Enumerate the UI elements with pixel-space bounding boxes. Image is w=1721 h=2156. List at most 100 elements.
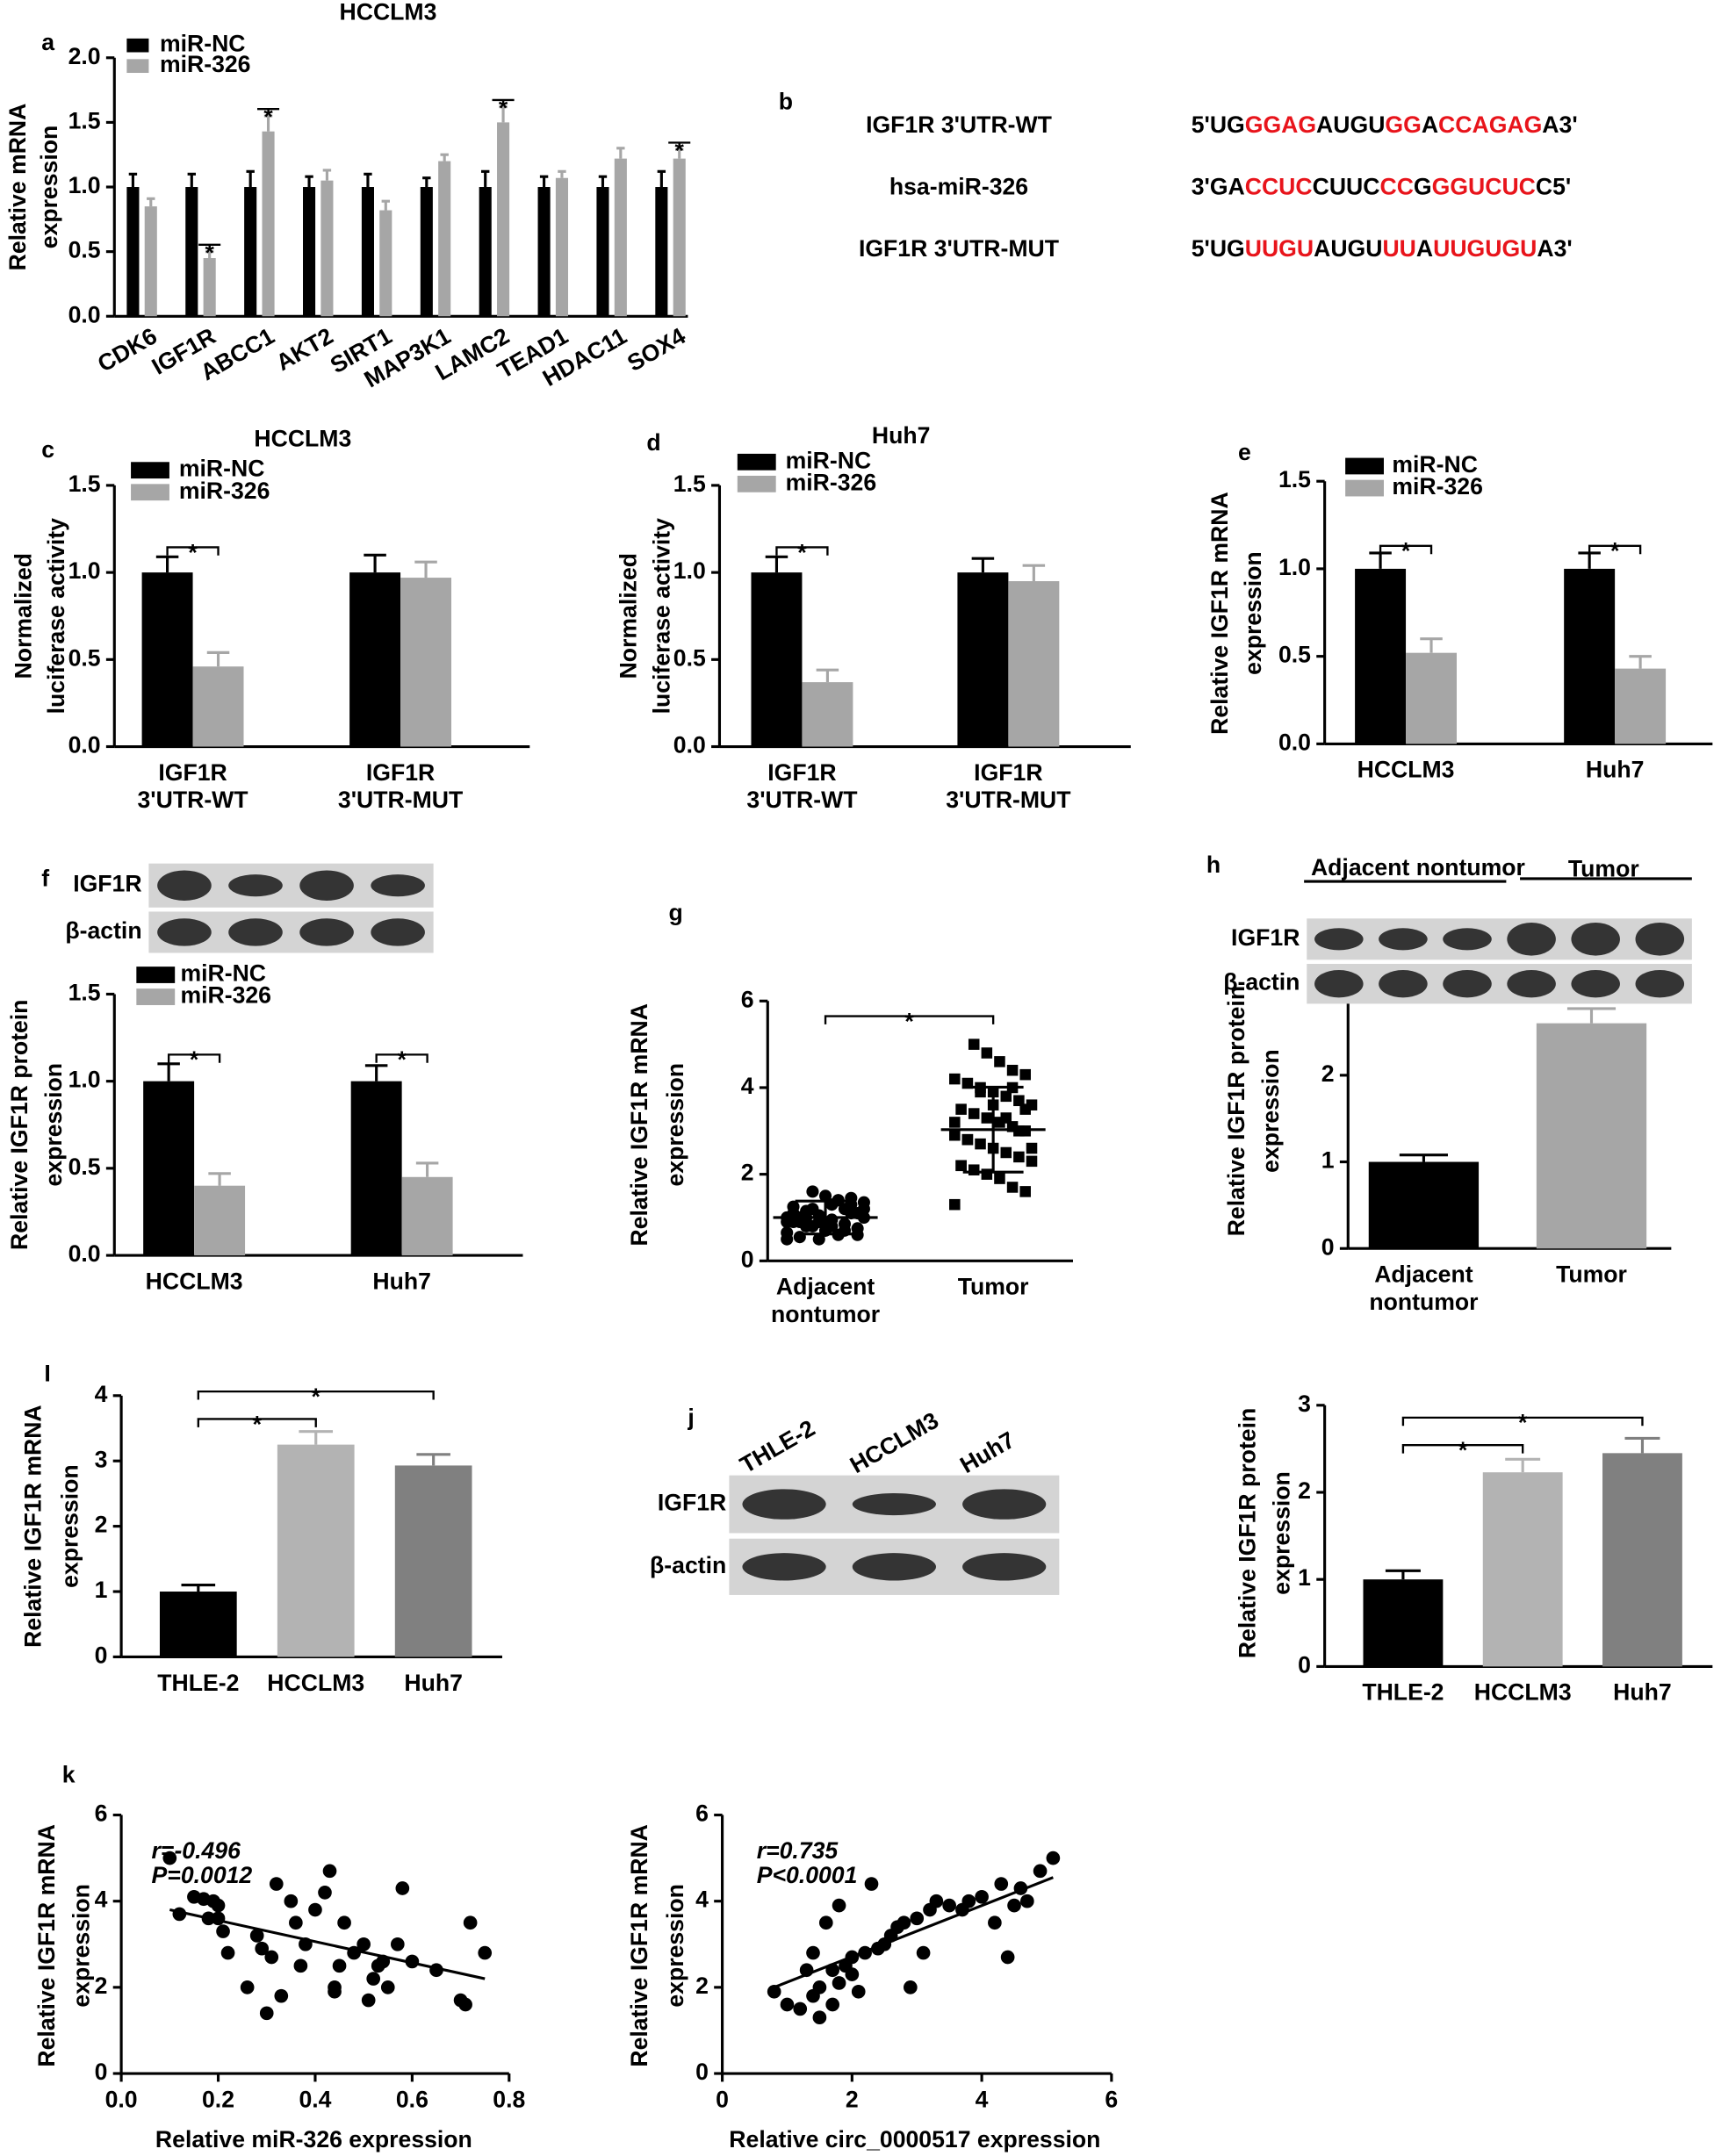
data-point: [249, 1929, 264, 1943]
y-axis-label: luciferase activity: [43, 518, 69, 715]
y-axis-label: Relative IGF1R mRNA: [626, 1003, 652, 1247]
bar: [802, 682, 853, 747]
data-point: [851, 1984, 866, 1999]
y-tick-label: 0: [1298, 1651, 1311, 1678]
blot-lane-label: Huh7: [955, 1427, 1019, 1478]
data-point: [366, 1972, 381, 1986]
data-point: [1007, 1898, 1021, 1913]
bar: [655, 187, 668, 317]
panel-letter: I: [44, 1360, 50, 1386]
bar: [596, 187, 609, 317]
x-tick-label: Huh7: [1613, 1679, 1672, 1706]
error-bar: [539, 175, 549, 188]
data-point: [318, 1886, 332, 1900]
error-bar: [128, 172, 138, 188]
significance-star: *: [397, 1046, 407, 1073]
legend-label: miR-NC: [179, 456, 265, 482]
error-bar: [675, 147, 684, 159]
data-point: [274, 1988, 289, 2003]
legend-swatch: [1345, 479, 1384, 497]
data-point: [897, 1915, 911, 1930]
sequence-segment: 5'UG: [1192, 235, 1245, 262]
data-point: [975, 1138, 986, 1150]
error-bar: [598, 175, 608, 188]
y-axis-label: expression: [1240, 551, 1266, 675]
error-bar: [263, 114, 273, 132]
significance-bracket: [166, 546, 220, 556]
blot-band: [852, 1493, 936, 1516]
significance-star: *: [1458, 1437, 1468, 1463]
y-tick-label: 2: [95, 1973, 108, 1999]
bar: [194, 1185, 246, 1256]
bar: [192, 666, 244, 747]
data-point: [981, 1047, 993, 1059]
sequence-segment: 3'GA: [1192, 174, 1245, 200]
y-tick-label: 1.0: [68, 172, 101, 198]
data-point: [812, 1233, 825, 1246]
sequence-segment: A: [1422, 111, 1438, 138]
y-tick-label: 0.5: [68, 1153, 101, 1180]
y-tick-label: 1.0: [68, 1067, 101, 1093]
error-bar: [364, 553, 386, 573]
x-tick-label: Tumor: [1556, 1261, 1627, 1288]
y-tick-label: 2: [695, 1973, 709, 1999]
data-point: [293, 1958, 308, 1973]
blot-band: [1635, 970, 1685, 998]
error-bar: [181, 1584, 216, 1592]
bar: [401, 1176, 453, 1256]
bar: [400, 578, 452, 747]
y-tick-label: 1: [1321, 1147, 1335, 1174]
error-bar: [416, 1453, 450, 1466]
significance-star: *: [263, 104, 273, 130]
data-point: [806, 1945, 820, 1960]
blot-row-label: β-actin: [650, 1552, 726, 1578]
blot-band: [157, 918, 212, 946]
x-tick-label: AKT2: [271, 322, 337, 376]
bar: [1406, 652, 1458, 744]
y-axis-label: expression: [1257, 1049, 1284, 1173]
x-tick-label: 0.2: [202, 2086, 234, 2112]
data-point: [1000, 1146, 1012, 1159]
blot-band: [371, 874, 425, 897]
data-point: [864, 1877, 879, 1891]
blot-group-label: Adjacent nontumor: [1311, 854, 1525, 880]
legend-label: miR-326: [786, 469, 877, 495]
legend-swatch: [126, 38, 149, 53]
significance-bracket: [197, 1390, 435, 1400]
bar: [379, 210, 392, 317]
data-point: [269, 1877, 284, 1891]
error-bar: [1578, 551, 1601, 569]
bar: [751, 572, 803, 747]
y-tick-label: 1.5: [68, 107, 101, 133]
sequence-segment: GGUCUC: [1432, 174, 1536, 200]
legend-label: miR-326: [160, 51, 251, 77]
blot-lane-label: THLE-2: [736, 1415, 820, 1479]
y-tick-label: 3: [1298, 1391, 1311, 1417]
y-axis-label: Normalized: [616, 553, 642, 679]
bar: [1536, 1023, 1647, 1249]
bar: [555, 177, 568, 317]
annotation: P=0.0012: [152, 1862, 253, 1888]
significance-bracket: [1379, 544, 1433, 555]
significance-star: *: [904, 1008, 914, 1034]
sequence-segment: A3': [1537, 235, 1572, 262]
bar: [1602, 1453, 1682, 1667]
data-point: [211, 1898, 226, 1913]
x-tick-label: 0.6: [396, 2086, 428, 2112]
data-point: [968, 1038, 980, 1050]
bar: [159, 1592, 237, 1657]
bar: [537, 187, 551, 317]
error-bar: [299, 1430, 334, 1445]
x-tick-label: IGF1R: [974, 759, 1042, 786]
error-bar: [187, 172, 196, 188]
data-point: [767, 1984, 781, 1999]
data-point: [308, 1902, 322, 1917]
y-tick-label: 0: [95, 1642, 108, 1668]
data-point: [949, 1073, 961, 1085]
data-point: [322, 1864, 337, 1879]
blot-band: [742, 1489, 826, 1520]
y-tick-label: 0: [1321, 1233, 1335, 1260]
error-bar: [364, 1064, 388, 1082]
panel-letter: c: [41, 436, 54, 463]
